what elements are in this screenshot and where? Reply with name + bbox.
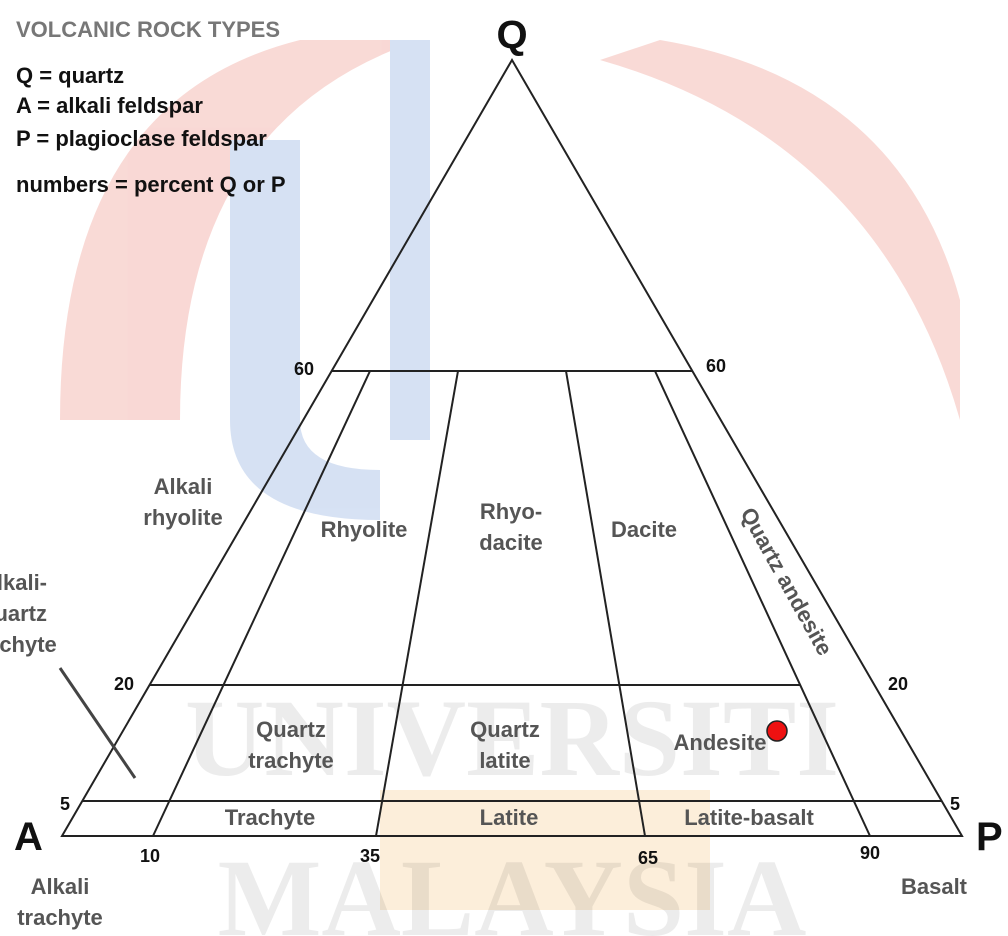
watermark-shape [230, 140, 380, 520]
watermark-shape [380, 790, 710, 910]
edge-label: 60 [294, 359, 314, 379]
watermark-text: UNIVERSITI [185, 677, 839, 799]
boundary [565, 370, 646, 837]
edge-label: 20 [888, 674, 908, 694]
region-label: Quartz andesite [736, 503, 838, 659]
edge-label: 35 [360, 846, 380, 866]
region-label: Rhyolite [321, 517, 408, 542]
edge-label: 10 [140, 846, 160, 866]
region-label: Latite-basalt [684, 805, 814, 830]
edge-label: 90 [860, 843, 880, 863]
edge-label: 65 [638, 848, 658, 868]
region-label: rhyolite [143, 505, 222, 530]
region-label: trachyte [248, 748, 334, 773]
watermark-shape [60, 40, 420, 420]
region-label: Basalt [901, 874, 968, 899]
vertex-label: Q [496, 13, 527, 57]
region-label: Alkali [154, 474, 213, 499]
edge-label: 5 [950, 794, 960, 814]
vertex-label: P [976, 815, 1003, 859]
legend-line: Q = quartz [16, 63, 124, 88]
region-label: trachyte [0, 632, 57, 657]
region-label: Alkali [31, 874, 90, 899]
watermark-text: MALAYSIA [218, 837, 807, 936]
edge-label: 5 [60, 794, 70, 814]
edge-label: 60 [706, 356, 726, 376]
watermark-shape [390, 40, 430, 440]
legend-line: numbers = percent Q or P [16, 172, 286, 197]
boundary [152, 370, 371, 837]
boundary [375, 370, 459, 837]
region-label: Quartz [256, 717, 326, 742]
watermark-shapes [60, 40, 960, 910]
boundary [654, 370, 871, 837]
region-label: Trachyte [225, 805, 316, 830]
legend-line: A = alkali feldspar [16, 93, 203, 118]
title: VOLCANIC ROCK TYPES [16, 17, 280, 42]
edge-label: 20 [114, 674, 134, 694]
region-label: latite [479, 748, 530, 773]
region-label: dacite [479, 530, 543, 555]
region-label: Alkali- [0, 570, 47, 595]
region-label: Latite [480, 805, 539, 830]
region-label: trachyte [17, 905, 103, 930]
region-label: Andesite [674, 730, 767, 755]
vertex-label: A [14, 815, 43, 859]
legend-line: P = plagioclase feldspar [16, 126, 267, 151]
region-label: quartz [0, 601, 47, 626]
region-label: Rhyo- [480, 499, 542, 524]
sample-point [766, 720, 788, 742]
outline [60, 58, 964, 837]
region-label: Dacite [611, 517, 677, 542]
watermark-shape [600, 40, 960, 420]
pointer [58, 667, 137, 779]
region-label: Quartz [470, 717, 540, 742]
triangle [58, 58, 964, 837]
